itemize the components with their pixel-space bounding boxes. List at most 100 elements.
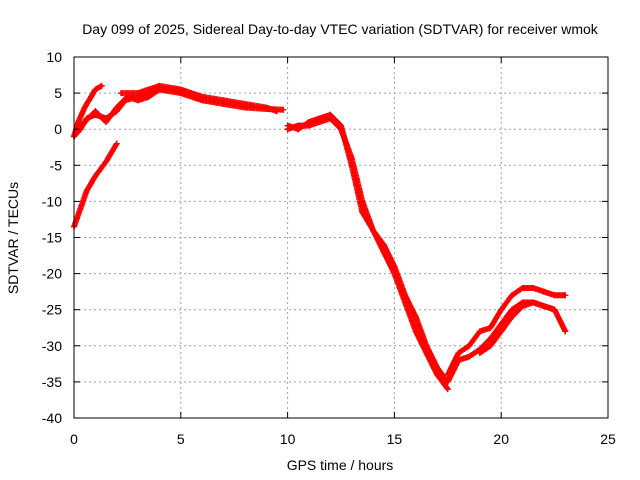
data-point bbox=[295, 126, 302, 133]
data-point bbox=[519, 285, 526, 292]
data-point bbox=[391, 270, 398, 277]
data-point bbox=[284, 122, 291, 129]
x-tick-label: 20 bbox=[493, 431, 509, 447]
data-point bbox=[530, 299, 537, 306]
data-point bbox=[466, 353, 473, 360]
data-point bbox=[103, 118, 110, 125]
data-point bbox=[280, 106, 287, 113]
data-point bbox=[487, 342, 494, 349]
x-tick-label: 15 bbox=[387, 431, 403, 447]
data-point bbox=[241, 100, 248, 107]
data-point bbox=[476, 350, 483, 357]
ticks: 0 5 10 15 20 25 10 5 0 -5 -10 -15 -20 -25 -30 -35 -40 bbox=[42, 49, 616, 447]
series-track-h bbox=[444, 285, 569, 378]
data-point bbox=[551, 306, 558, 313]
data-point bbox=[98, 82, 105, 89]
data-point bbox=[124, 93, 131, 100]
data-point bbox=[498, 321, 505, 328]
x-axis-label: GPS time / hours bbox=[287, 457, 394, 473]
chart-title: Day 099 of 2025, Sidereal Day-to-day VTE… bbox=[82, 21, 599, 37]
data-point bbox=[117, 90, 124, 97]
y-tick-label: -40 bbox=[42, 410, 62, 426]
data-point bbox=[508, 292, 515, 299]
data-point bbox=[81, 104, 88, 111]
data-point bbox=[359, 209, 366, 216]
data-point bbox=[273, 108, 280, 115]
data-point bbox=[423, 350, 430, 357]
data-point bbox=[188, 90, 195, 97]
x-tick-label: 25 bbox=[600, 431, 616, 447]
y-tick-label: -15 bbox=[42, 230, 62, 246]
data-point bbox=[263, 104, 270, 111]
data-point bbox=[75, 118, 82, 125]
data-point bbox=[455, 357, 462, 364]
data-point bbox=[402, 299, 409, 306]
data-point bbox=[530, 285, 537, 292]
data-point bbox=[444, 371, 451, 378]
y-tick-label: -35 bbox=[42, 374, 62, 390]
y-tick-label: 0 bbox=[54, 121, 62, 137]
series-track-b bbox=[71, 140, 120, 230]
data-point bbox=[199, 93, 206, 100]
data-point bbox=[135, 97, 142, 104]
data-point bbox=[92, 173, 99, 180]
data-point bbox=[92, 86, 99, 93]
series-track-e bbox=[117, 82, 280, 115]
y-tick-label: 10 bbox=[46, 49, 62, 65]
data-point bbox=[508, 313, 515, 320]
x-tick-label: 10 bbox=[280, 431, 296, 447]
data-point bbox=[113, 140, 120, 147]
data-point bbox=[540, 288, 547, 295]
y-axis-label: SDTVAR / TECUs bbox=[5, 182, 21, 294]
data-point bbox=[348, 162, 355, 169]
data-point bbox=[83, 187, 90, 194]
data-point bbox=[487, 324, 494, 331]
data-point bbox=[305, 118, 312, 125]
data-point bbox=[380, 248, 387, 255]
data-point bbox=[103, 158, 110, 165]
data-point bbox=[476, 328, 483, 335]
data-point bbox=[519, 303, 526, 310]
data-point bbox=[455, 350, 462, 357]
y-tick-label: -25 bbox=[42, 302, 62, 318]
data-point bbox=[135, 90, 142, 97]
y-tick-label: -30 bbox=[42, 338, 62, 354]
data-point bbox=[81, 118, 88, 125]
data-point bbox=[562, 328, 569, 335]
data-point bbox=[551, 292, 558, 299]
y-tick-label: 5 bbox=[54, 85, 62, 101]
data-point bbox=[444, 378, 451, 385]
data-point bbox=[145, 93, 152, 100]
data-points bbox=[71, 82, 569, 393]
data-point bbox=[370, 227, 377, 234]
data-point bbox=[113, 104, 120, 111]
data-point bbox=[434, 371, 441, 378]
x-tick-label: 5 bbox=[177, 431, 185, 447]
y-tick-label: -5 bbox=[50, 157, 63, 173]
series-track-j bbox=[476, 299, 569, 357]
y-tick-label: -20 bbox=[42, 266, 62, 282]
x-tick-label: 0 bbox=[70, 431, 78, 447]
data-point bbox=[466, 342, 473, 349]
data-point bbox=[444, 386, 451, 393]
data-point bbox=[508, 306, 515, 313]
data-point bbox=[327, 111, 334, 118]
data-point bbox=[562, 292, 569, 299]
data-point bbox=[88, 93, 95, 100]
series-track-g bbox=[284, 111, 451, 393]
data-point bbox=[316, 115, 323, 122]
data-point bbox=[498, 306, 505, 313]
data-point bbox=[92, 108, 99, 115]
data-point bbox=[338, 122, 344, 129]
y-tick-label: -10 bbox=[42, 193, 62, 209]
data-point bbox=[412, 328, 419, 335]
data-point bbox=[156, 82, 163, 89]
data-point bbox=[220, 97, 227, 104]
data-point bbox=[177, 86, 184, 93]
data-point bbox=[498, 328, 505, 335]
data-point bbox=[487, 335, 494, 342]
data-point bbox=[412, 313, 419, 320]
data-point bbox=[77, 205, 84, 212]
